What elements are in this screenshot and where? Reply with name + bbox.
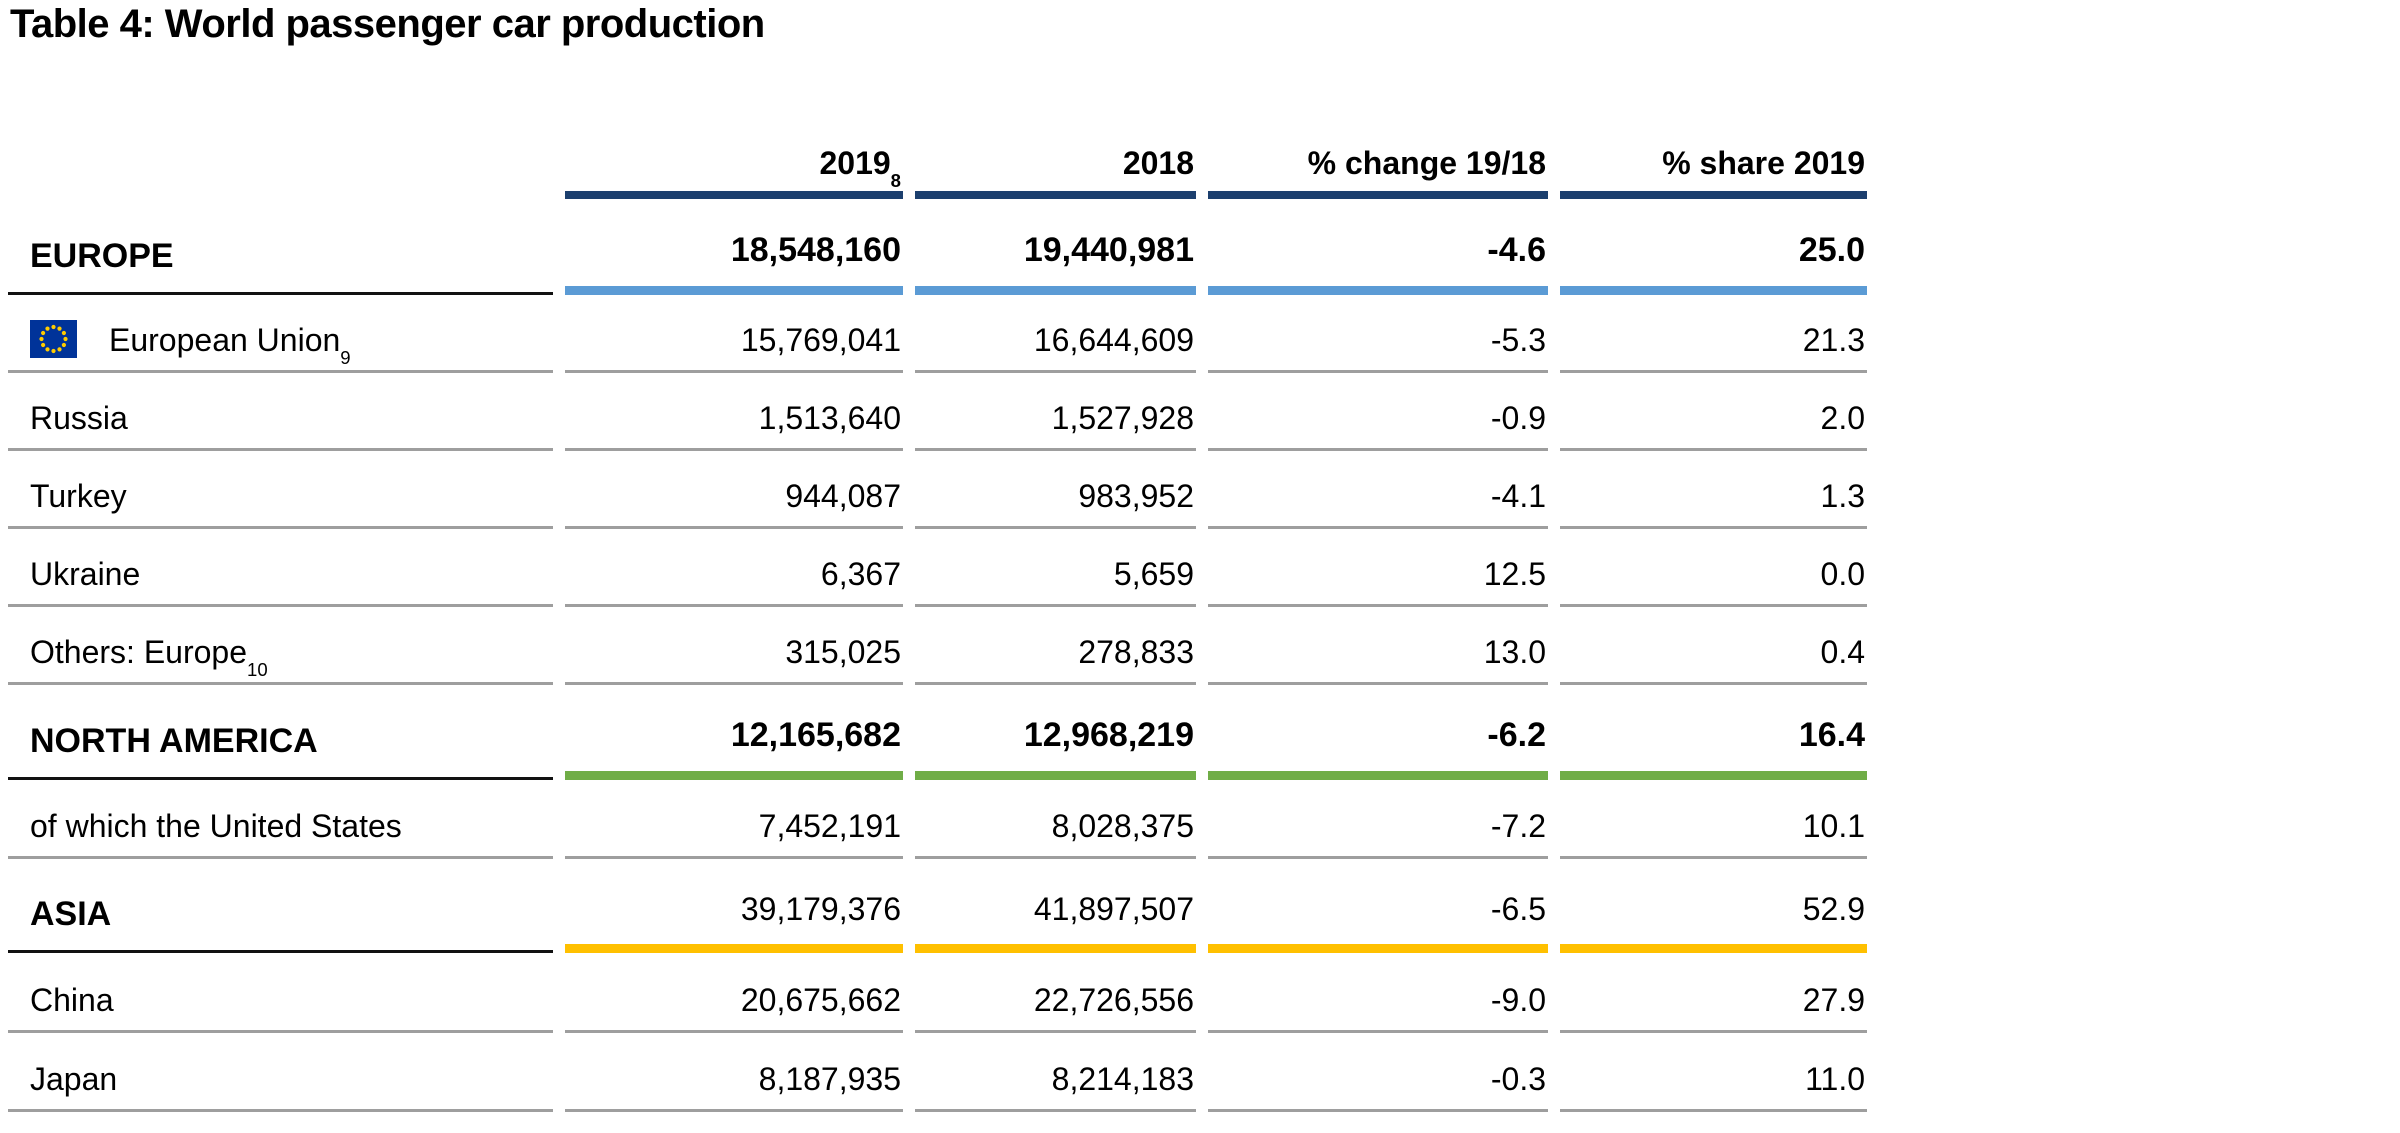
row-label: Others: Europe 10 [8,607,553,685]
cell-share: 11.0 [1560,1033,1867,1112]
cell-share: 52.9 [1560,859,1867,953]
table-row-russia: Russia 1,513,640 1,527,928 -0.9 2.0 [8,373,1867,451]
cell-change: -4.6 [1208,199,1548,295]
cell-share: 2.0 [1560,373,1867,451]
cell-change: -6.2 [1208,685,1548,780]
row-label: European Union 9 [8,295,553,373]
cell-2019: 15,769,041 [565,295,903,373]
row-label: of which the United States [8,780,553,859]
table-title: Table 4: World passenger car production [10,2,765,46]
cell-change: 13.0 [1208,607,1548,685]
cell-2018: 1,527,928 [915,373,1196,451]
cell-2018: 41,897,507 [915,859,1196,953]
cell-2018: 5,659 [915,529,1196,607]
header-2018: 2018 [915,130,1196,199]
cell-2019: 6,367 [565,529,903,607]
cell-2019: 8,187,935 [565,1033,903,1112]
cell-2018: 12,968,219 [915,685,1196,780]
row-label: Japan [8,1033,553,1112]
row-label: Turkey [8,451,553,529]
cell-2019: 315,025 [565,607,903,685]
cell-2019: 1,513,640 [565,373,903,451]
cell-2018: 278,833 [915,607,1196,685]
row-label: ASIA [8,859,553,953]
cell-2019: 7,452,191 [565,780,903,859]
cell-change: -0.9 [1208,373,1548,451]
cell-2019: 39,179,376 [565,859,903,953]
cell-2019: 944,087 [565,451,903,529]
table-row-others-europe: Others: Europe 10 315,025 278,833 13.0 0.… [8,607,1867,685]
cell-2018: 19,440,981 [915,199,1196,295]
cell-2019: 12,165,682 [565,685,903,780]
row-label: EUROPE [8,199,553,295]
row-label: China [8,953,553,1033]
cell-share: 0.0 [1560,529,1867,607]
table-row-european-union: European Union 9 15,769,041 16,644,609 -5… [8,295,1867,373]
table-row-turkey: Turkey 944,087 983,952 -4.1 1.3 [8,451,1867,529]
cell-change: -4.1 [1208,451,1548,529]
cell-2018: 983,952 [915,451,1196,529]
table-row-ukraine: Ukraine 6,367 5,659 12.5 0.0 [8,529,1867,607]
header-spacer [8,130,553,199]
cell-share: 16.4 [1560,685,1867,780]
cell-share: 21.3 [1560,295,1867,373]
table-row-asia: ASIA 39,179,376 41,897,507 -6.5 52.9 [8,859,1867,953]
row-label: Russia [8,373,553,451]
table-row-japan: Japan 8,187,935 8,214,183 -0.3 11.0 [8,1033,1867,1112]
cell-change: -0.3 [1208,1033,1548,1112]
eu-flag-icon [30,320,77,358]
header-change: % change 19/18 [1208,130,1548,199]
cell-share: 0.4 [1560,607,1867,685]
table-row-china: China 20,675,662 22,726,556 -9.0 27.9 [8,953,1867,1033]
cell-change: -5.3 [1208,295,1548,373]
table-header-row: 2019 8 2018 % change 19/18 % share 2019 [8,130,1867,199]
cell-share: 25.0 [1560,199,1867,295]
cell-2019: 20,675,662 [565,953,903,1033]
row-label: NORTH AMERICA [8,685,553,780]
cell-change: -9.0 [1208,953,1548,1033]
row-label: Ukraine [8,529,553,607]
cell-2018: 16,644,609 [915,295,1196,373]
cell-2018: 8,028,375 [915,780,1196,859]
cell-2018: 22,726,556 [915,953,1196,1033]
table-row-united-states: of which the United States 7,452,191 8,0… [8,780,1867,859]
cell-2018: 8,214,183 [915,1033,1196,1112]
header-share: % share 2019 [1560,130,1867,199]
table-row-europe: EUROPE 18,548,160 19,440,981 -4.6 25.0 [8,199,1867,295]
cell-change: -7.2 [1208,780,1548,859]
table-row-north-america: NORTH AMERICA 12,165,682 12,968,219 -6.2… [8,685,1867,780]
cell-change: -6.5 [1208,859,1548,953]
production-table: 2019 8 2018 % change 19/18 % share 2019 E… [8,130,1867,1112]
header-2019: 2019 8 [565,130,903,199]
cell-share: 1.3 [1560,451,1867,529]
cell-share: 27.9 [1560,953,1867,1033]
cell-share: 10.1 [1560,780,1867,859]
cell-2019: 18,548,160 [565,199,903,295]
cell-change: 12.5 [1208,529,1548,607]
